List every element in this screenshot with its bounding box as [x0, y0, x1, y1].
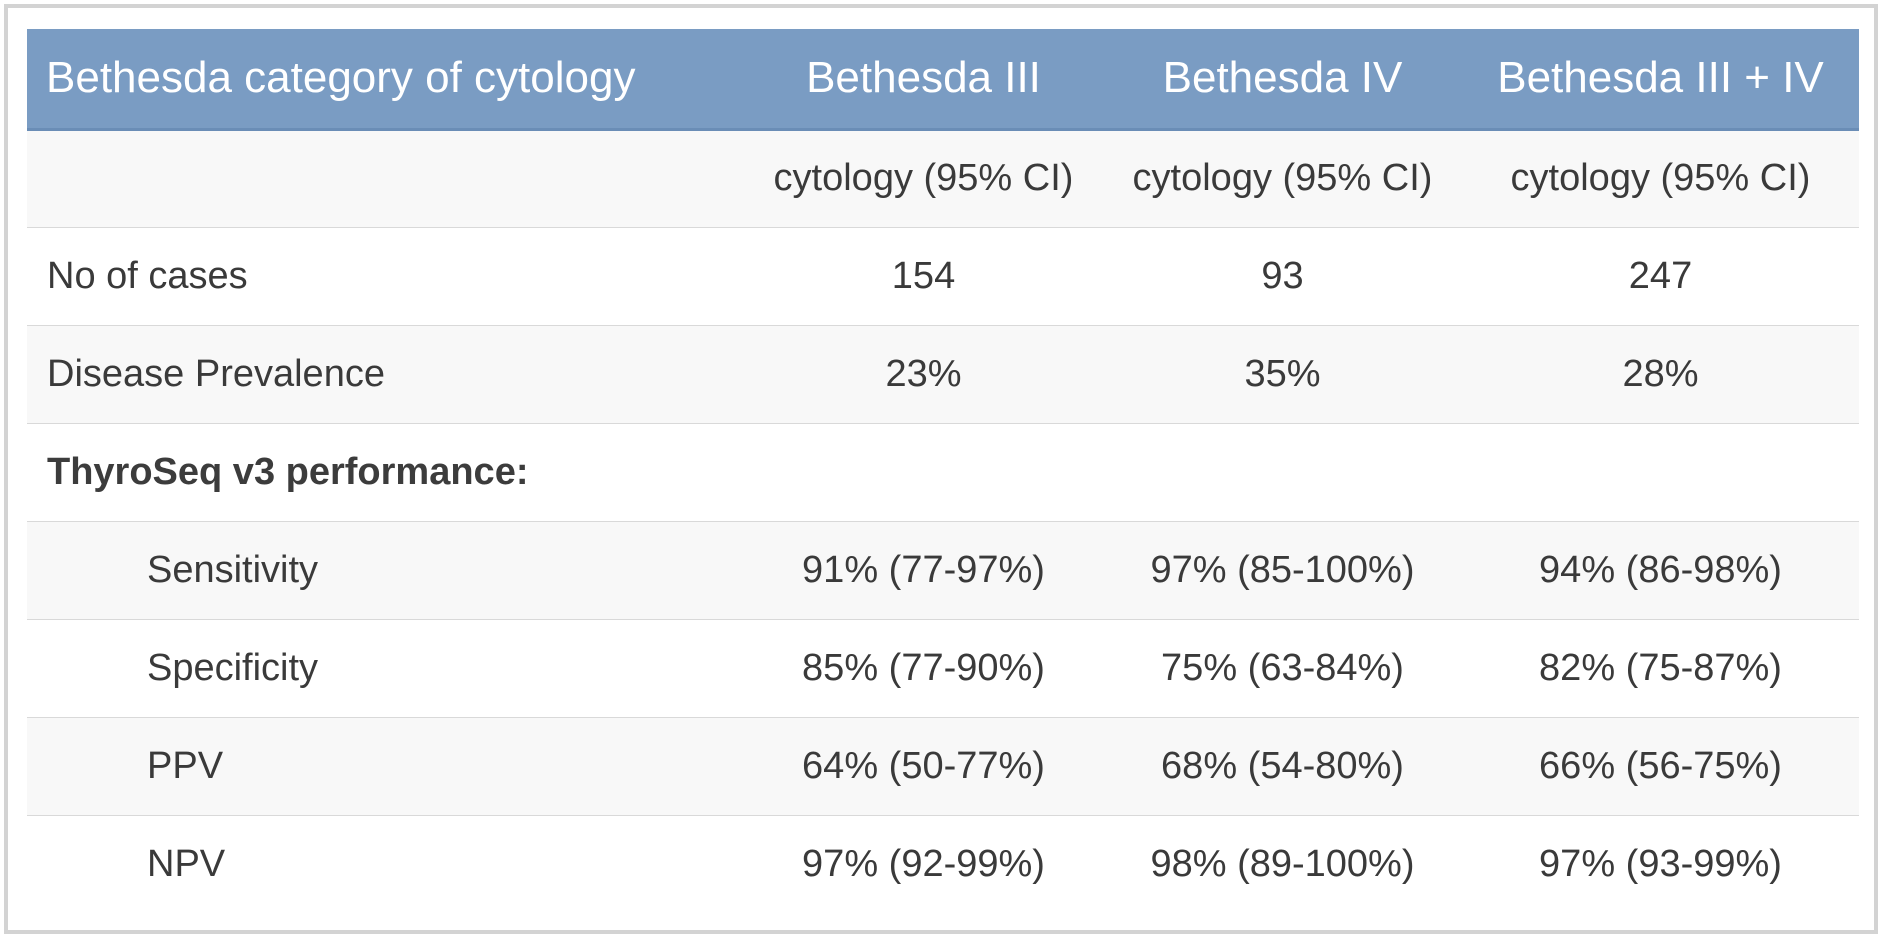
table-row-cases: No of cases 154 93 247 [27, 227, 1859, 326]
section-title: ThyroSeq v3 performance: [27, 423, 744, 522]
row-label: Sensitivity [27, 521, 744, 620]
table-cell: 247 [1462, 227, 1859, 326]
table-header: Bethesda category of cytology Bethesda I… [27, 29, 1859, 131]
row-label: Disease Prevalence [27, 325, 744, 424]
table-row-specificity: Specificity 85% (77-90%) 75% (63-84%) 82… [27, 619, 1859, 718]
performance-table: Bethesda category of cytology Bethesda I… [27, 29, 1859, 913]
table-cell: 23% [744, 325, 1103, 424]
table-row-prevalence: Disease Prevalence 23% 35% 28% [27, 325, 1859, 424]
empty-cell [744, 423, 1103, 522]
empty-cell [1462, 423, 1859, 522]
header-category-label: Bethesda category of cytology [27, 29, 744, 131]
table-cell: 97% (93-99%) [1462, 815, 1859, 913]
row-label: Specificity [27, 619, 744, 718]
table-row-sensitivity: Sensitivity 91% (77-97%) 97% (85-100%) 9… [27, 521, 1859, 620]
row-label: PPV [27, 717, 744, 816]
table-cell: 64% (50-77%) [744, 717, 1103, 816]
table-body: cytology (95% CI) cytology (95% CI) cyto… [27, 129, 1859, 913]
section-title-row: ThyroSeq v3 performance: [27, 423, 1859, 522]
table-cell: 85% (77-90%) [744, 619, 1103, 718]
table-cell: 97% (85-100%) [1103, 521, 1462, 620]
header-bethesda-iii: Bethesda III [744, 29, 1103, 131]
table-cell: 82% (75-87%) [1462, 619, 1859, 718]
table-cell: 68% (54-80%) [1103, 717, 1462, 816]
row-label: No of cases [27, 227, 744, 326]
table-cell: 94% (86-98%) [1462, 521, 1859, 620]
subheader-cell: cytology (95% CI) [744, 129, 1103, 228]
subheader-label [27, 129, 744, 228]
row-label: NPV [27, 815, 744, 913]
table-cell: 91% (77-97%) [744, 521, 1103, 620]
table-cell: 28% [1462, 325, 1859, 424]
subheader-cell: cytology (95% CI) [1103, 129, 1462, 228]
header-row: Bethesda category of cytology Bethesda I… [27, 29, 1859, 131]
table-row-npv: NPV 97% (92-99%) 98% (89-100%) 97% (93-9… [27, 815, 1859, 913]
table-cell: 154 [744, 227, 1103, 326]
header-bethesda-iv: Bethesda IV [1103, 29, 1462, 131]
table-cell: 93 [1103, 227, 1462, 326]
table-cell: 75% (63-84%) [1103, 619, 1462, 718]
table-row-ppv: PPV 64% (50-77%) 68% (54-80%) 66% (56-75… [27, 717, 1859, 816]
subheader-cell: cytology (95% CI) [1462, 129, 1859, 228]
table-cell: 98% (89-100%) [1103, 815, 1462, 913]
table-cell: 97% (92-99%) [744, 815, 1103, 913]
empty-cell [1103, 423, 1462, 522]
table-cell: 66% (56-75%) [1462, 717, 1859, 816]
subheader-row: cytology (95% CI) cytology (95% CI) cyto… [27, 129, 1859, 228]
table-cell: 35% [1103, 325, 1462, 424]
header-bethesda-iii-iv: Bethesda III + IV [1462, 29, 1859, 131]
